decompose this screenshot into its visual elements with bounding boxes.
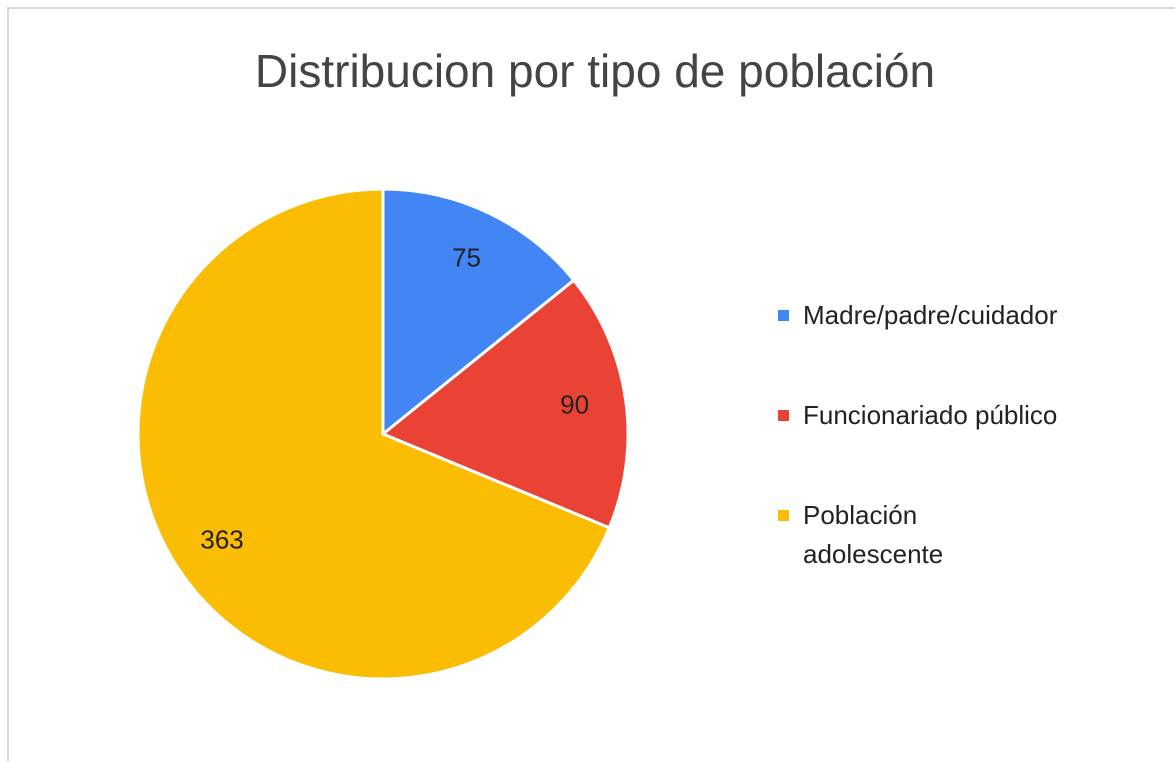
legend-swatch	[778, 310, 789, 321]
pie-slice	[381, 187, 576, 438]
legend-swatch	[778, 410, 789, 421]
data-label: 90	[560, 389, 589, 419]
legend-item: Madre/padre/cuidador	[778, 296, 1057, 335]
pie: 75 90 363	[136, 187, 630, 681]
data-label: 75	[452, 242, 481, 272]
pie-slice	[380, 278, 630, 530]
legend-item: Funcionariado público	[778, 396, 1057, 435]
legend-label: Funcionariado público	[803, 400, 1058, 430]
data-label: 363	[200, 524, 243, 554]
legend-label: Población adolescente	[803, 500, 944, 569]
pie-slice	[136, 187, 612, 681]
legend-swatch	[778, 510, 789, 521]
chart-title: Distribucion por tipo de población	[255, 45, 935, 97]
legend: Madre/padre/cuidador Funcionariado públic…	[778, 296, 1057, 635]
legend-label: Madre/padre/cuidador	[803, 300, 1058, 330]
legend-item: Población adolescente	[778, 496, 1003, 574]
